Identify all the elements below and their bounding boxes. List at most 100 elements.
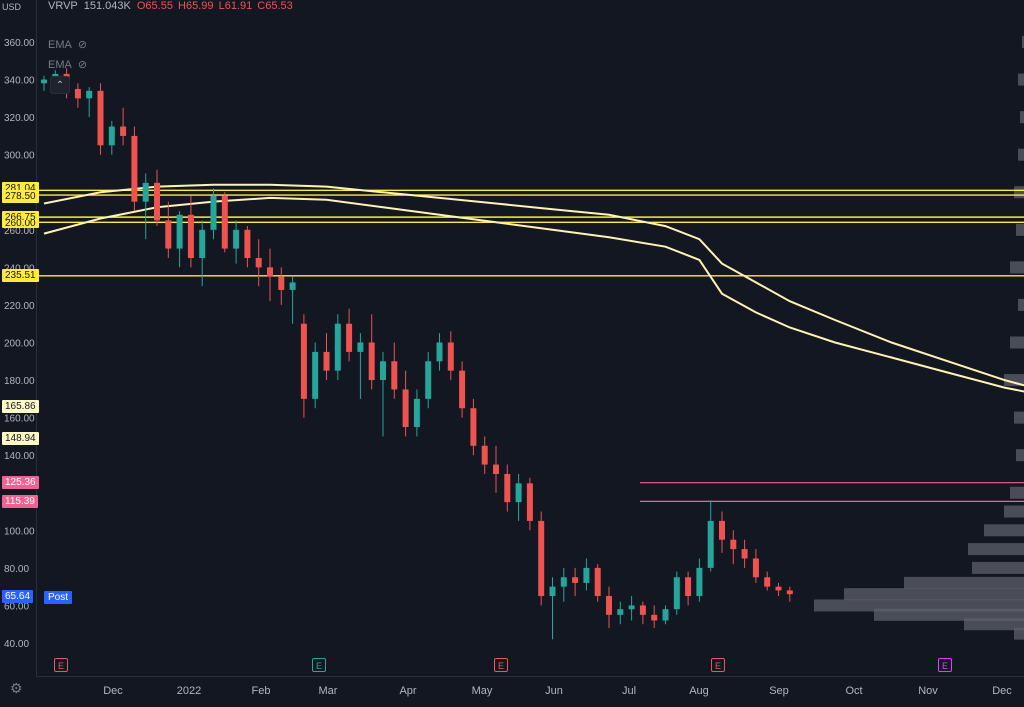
eye-slash-icon[interactable]: ⊘ <box>77 59 88 71</box>
candle-body <box>606 596 612 615</box>
candle-body <box>41 79 47 84</box>
candle-body <box>86 90 93 99</box>
volume-profile-bar <box>1014 411 1024 424</box>
volume-profile-bar <box>964 618 1024 631</box>
earnings-marker[interactable]: E <box>711 658 725 672</box>
y-tick: 40.00 <box>4 639 29 650</box>
candle-body <box>289 282 296 290</box>
x-tick: Jun <box>545 685 563 697</box>
x-tick: 2022 <box>176 685 202 697</box>
candle-body <box>368 342 375 381</box>
indicator-label: EMA <box>48 38 72 51</box>
volume-profile-bar <box>1018 148 1024 161</box>
volume-profile-bar <box>1022 36 1024 48</box>
time-axis[interactable]: Dec 2022 Feb Mar Apr May Jun Jul Aug Sep… <box>36 676 1024 707</box>
candle-body <box>628 605 635 610</box>
volume-profile-bar <box>1016 449 1024 462</box>
last-price-label: 65.64 <box>2 590 34 603</box>
volume-profile-bar <box>1016 223 1024 236</box>
earnings-marker[interactable]: E <box>312 658 326 672</box>
collapse-legend-button[interactable]: ⌃ <box>50 76 70 94</box>
volume-profile-bar <box>814 599 1024 612</box>
candle-body <box>560 577 567 587</box>
candle-body <box>244 229 251 258</box>
candle-body <box>786 590 793 595</box>
indicator-row-ema-1[interactable]: EMA ⊘ <box>48 38 88 52</box>
candle-body <box>346 323 353 352</box>
y-tick: 360.00 <box>4 38 35 49</box>
volume-profile-bar <box>1014 186 1024 199</box>
candle-body <box>154 182 160 221</box>
legend: VRVP 151.043K O65.55 H65.99 L61.91 C65.5… <box>48 0 295 12</box>
candle-body <box>312 351 319 399</box>
candle-body <box>176 214 183 249</box>
candle-body <box>707 520 714 568</box>
x-tick: Nov <box>918 685 938 697</box>
x-tick: Mar <box>318 685 338 697</box>
x-tick: Sep <box>769 685 789 697</box>
price-label-235: 235.51 <box>2 269 39 282</box>
candle-body <box>639 605 646 615</box>
x-tick: Jul <box>621 685 637 697</box>
candle-body <box>380 361 386 381</box>
candle-body <box>334 323 341 371</box>
candle-body <box>685 577 692 597</box>
volume-profile-bar <box>1018 298 1024 311</box>
x-tick: Apr <box>399 685 417 697</box>
y-tick: 60.00 <box>4 601 29 612</box>
volume-profile-bar <box>844 588 1024 601</box>
candle-body <box>752 558 759 578</box>
open-value: O65.55 <box>136 0 173 12</box>
candle-body <box>447 342 454 371</box>
candle-body <box>617 609 624 615</box>
currency-label: USD <box>2 2 22 12</box>
earnings-marker[interactable]: E <box>494 658 508 672</box>
candle-body <box>323 351 330 371</box>
earnings-marker[interactable]: E <box>938 658 952 672</box>
x-tick: Dec <box>992 685 1012 697</box>
indicator-name[interactable]: VRVP <box>48 0 78 12</box>
eye-slash-icon[interactable]: ⊘ <box>77 39 88 51</box>
ohlc: O65.55 H65.99 L61.91 C65.53 <box>137 0 295 12</box>
price-chart[interactable]: 360.00 340.00 320.00 300.00 260.00 240.00 220.… <box>0 0 1024 676</box>
candle-body <box>696 567 703 597</box>
session-label: Post <box>44 591 73 604</box>
candle-body <box>97 90 104 146</box>
indicator-row-ema-2[interactable]: EMA ⊘ <box>48 58 88 72</box>
y-tick: 80.00 <box>4 564 29 575</box>
candle-body <box>108 126 115 146</box>
volume-profile-bar <box>904 576 1024 589</box>
candle-body <box>583 567 590 583</box>
volume-profile-bar <box>1010 486 1024 499</box>
volume-profile-bar <box>1010 336 1024 349</box>
candle-body <box>459 370 466 409</box>
candle-body <box>470 408 477 446</box>
y-tick: 260.00 <box>4 226 35 237</box>
y-tick: 240.00 <box>4 263 35 274</box>
y-tick: 340.00 <box>4 76 35 87</box>
candle-body <box>730 539 737 550</box>
candle-body <box>74 88 81 99</box>
ema-slow-line <box>43 183 1024 387</box>
candle-body <box>549 586 556 597</box>
candle-body <box>741 549 748 559</box>
gear-icon[interactable]: ⚙ <box>10 680 23 696</box>
candle-body <box>662 609 669 621</box>
candle-body <box>425 361 432 399</box>
candle-body <box>719 520 725 540</box>
y-tick: 320.00 <box>4 113 35 124</box>
candle-body <box>391 361 398 390</box>
volume-profile-bar <box>972 561 1024 574</box>
earnings-marker[interactable]: E <box>54 658 68 672</box>
candle-body <box>572 577 579 583</box>
candle-body <box>481 445 488 465</box>
x-tick: Oct <box>845 685 863 697</box>
candle-body <box>267 267 273 277</box>
volume-profile-bar <box>1018 73 1024 86</box>
price-label-125: 125.36 <box>2 476 39 489</box>
price-label-260: 260.00 <box>2 220 39 228</box>
candle-body <box>221 196 228 249</box>
candle-body <box>210 196 217 230</box>
y-tick: 140.00 <box>4 451 35 462</box>
x-tick: May <box>471 685 493 697</box>
